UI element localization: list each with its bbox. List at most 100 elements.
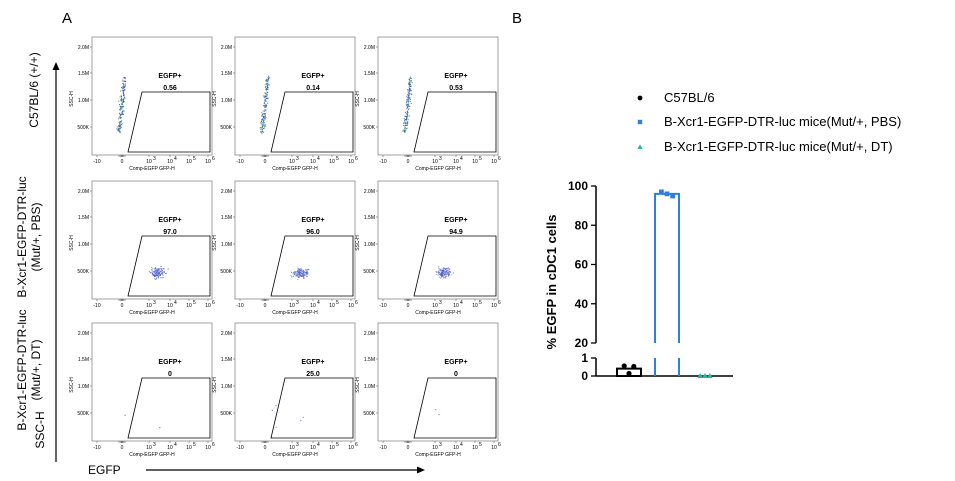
- event-dot: [303, 271, 305, 273]
- bar-chart: 0 120 40 60 80 100 % EGFP in cDC1 cells: [544, 179, 733, 383]
- event-dot: [403, 120, 406, 122]
- event-dot: [116, 126, 118, 128]
- event-dot: [160, 269, 162, 271]
- event-dot: [160, 266, 162, 268]
- event-dot: [407, 94, 409, 96]
- event-dot: [297, 273, 299, 275]
- event-dots: [435, 266, 455, 279]
- egfp-axis-arrowhead: [417, 466, 425, 474]
- event-dot: [121, 119, 123, 121]
- y-tick-label: 2.0M: [78, 45, 89, 51]
- event-dot: [444, 268, 446, 270]
- event-dot: [261, 123, 263, 125]
- event-dots: [259, 75, 270, 134]
- data-point: [631, 363, 637, 370]
- data-point: [664, 191, 670, 197]
- event-dot: [263, 122, 266, 124]
- event-dot: [405, 101, 408, 103]
- event-dot: [442, 270, 444, 272]
- event-dot: [266, 97, 268, 99]
- event-dot: [407, 114, 409, 116]
- event-dot: [293, 272, 295, 274]
- event-dot: [440, 269, 442, 271]
- event-dot: [266, 83, 268, 85]
- event-dot: [408, 100, 410, 102]
- x-tick-label: -10: [379, 159, 386, 165]
- event-dot: [406, 100, 408, 102]
- x-tick-label: 10: [432, 159, 438, 165]
- event-dot: [120, 100, 123, 102]
- event-dot: [444, 273, 446, 275]
- egfp-gate: [270, 377, 354, 439]
- event-dot: [158, 268, 160, 270]
- x-tick-exponent: 4: [460, 156, 463, 162]
- event-dot: [410, 76, 412, 78]
- event-dot: [262, 110, 264, 112]
- x-tick-label: 10: [167, 303, 173, 309]
- event-dot: [264, 125, 266, 128]
- x-tick-label: 10: [491, 303, 497, 309]
- event-dot: [265, 94, 267, 96]
- event-dot: [405, 128, 407, 130]
- event-dot: [405, 113, 407, 115]
- event-dot: [265, 85, 267, 88]
- event-dot: [264, 109, 266, 111]
- event-dots: [148, 266, 169, 280]
- event-dot: [151, 270, 154, 272]
- event-dot: [411, 82, 413, 84]
- event-dot: [267, 87, 269, 89]
- event-dot: [119, 121, 121, 123]
- event-dot: [302, 416, 304, 418]
- event-dot: [300, 270, 302, 272]
- event-dot: [443, 277, 445, 279]
- event-dot: [266, 87, 268, 89]
- event-dot: [297, 267, 299, 269]
- event-dot: [441, 271, 443, 274]
- x-tick-exponent: 3: [296, 442, 299, 448]
- y-tick-label: 500K: [363, 269, 375, 275]
- event-dot: [406, 99, 408, 101]
- data-point: [707, 373, 713, 378]
- event-dot: [119, 112, 121, 114]
- event-dot: [299, 273, 301, 275]
- event-dot: [291, 276, 293, 278]
- event-dot: [299, 270, 301, 272]
- event-dot: [448, 274, 450, 276]
- event-dot: [264, 106, 266, 108]
- event-dot: [409, 77, 411, 79]
- x-tick-label: -10: [379, 445, 386, 451]
- event-dot: [408, 108, 410, 110]
- y-tick-label: 500K: [77, 125, 89, 131]
- event-dot: [409, 79, 411, 82]
- event-dot: [265, 96, 267, 98]
- gate-value: 0: [454, 371, 458, 378]
- row-label-pbs-line2: (Mut/+, PBS): [29, 202, 43, 271]
- event-dot: [404, 115, 406, 117]
- event-dot: [295, 270, 297, 273]
- event-dot: [306, 273, 308, 275]
- event-dot: [122, 113, 125, 115]
- y-tick-label: 500K: [220, 269, 232, 275]
- event-dot: [123, 92, 125, 94]
- event-dot: [406, 97, 408, 99]
- x-tick-label: 10: [186, 445, 192, 451]
- event-dot: [124, 414, 126, 416]
- event-dot: [300, 274, 302, 277]
- event-dot: [440, 272, 442, 274]
- event-dot: [409, 82, 411, 84]
- event-dot: [404, 127, 407, 129]
- event-dot: [262, 122, 264, 124]
- event-dot: [124, 81, 127, 83]
- event-dot: [123, 94, 125, 96]
- y-tick-label: 1.5M: [78, 71, 89, 77]
- x-tick-exponent: 5: [336, 300, 339, 306]
- event-dot: [444, 271, 446, 273]
- event-dot: [407, 101, 410, 103]
- event-dot: [157, 277, 159, 279]
- event-dot: [117, 128, 119, 130]
- legend-marker: [637, 95, 643, 101]
- event-dot: [264, 105, 266, 107]
- y-tick-label: 1: [581, 351, 588, 365]
- gate-value: 96.0: [306, 229, 320, 236]
